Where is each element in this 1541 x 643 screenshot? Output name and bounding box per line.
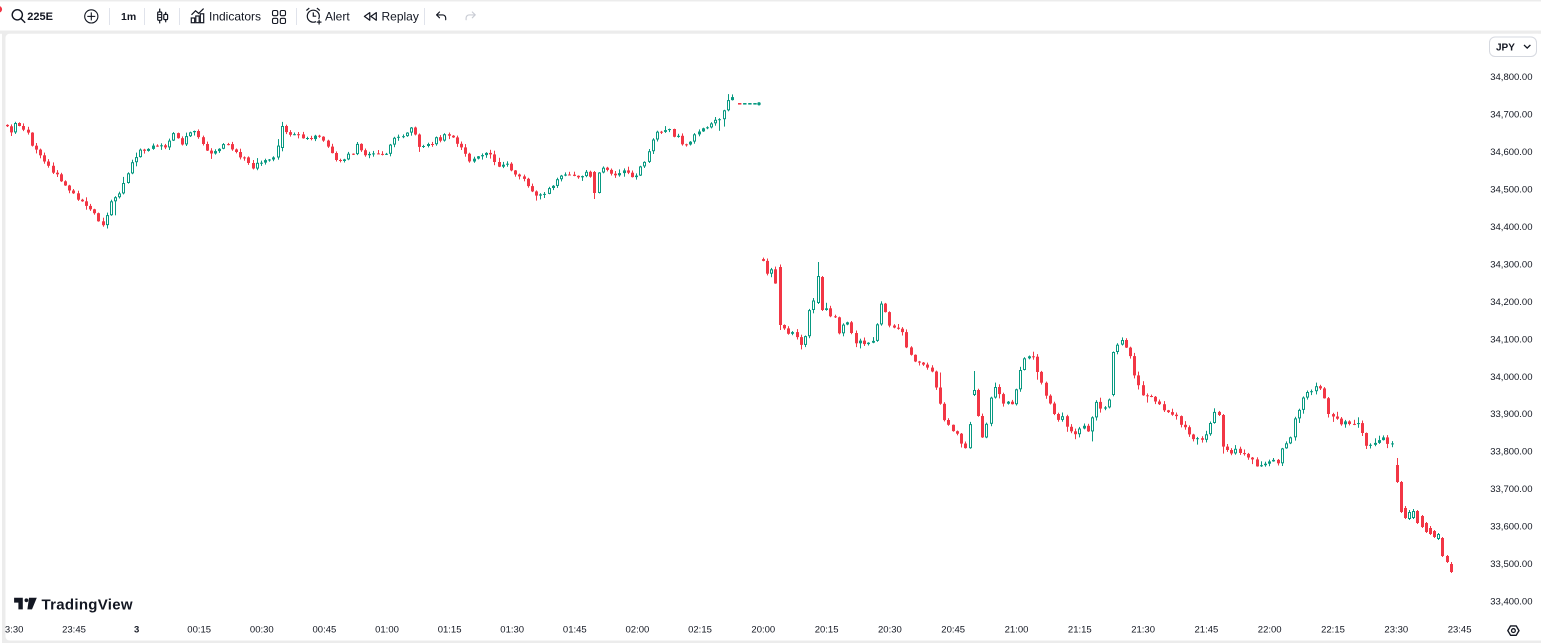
svg-text:34,100.00: 34,100.00 xyxy=(1490,334,1532,345)
svg-text:23:30: 23:30 xyxy=(1384,625,1408,636)
svg-text:33,800.00: 33,800.00 xyxy=(1490,447,1532,458)
svg-text:33,700.00: 33,700.00 xyxy=(1490,484,1532,495)
svg-text:34,500.00: 34,500.00 xyxy=(1490,185,1532,196)
svg-text:01:00: 01:00 xyxy=(375,625,399,636)
svg-text:21:00: 21:00 xyxy=(1005,625,1029,636)
svg-text:3: 3 xyxy=(134,625,139,636)
svg-text:20:00: 20:00 xyxy=(751,625,775,636)
svg-text:20:15: 20:15 xyxy=(815,625,839,636)
svg-text:33,400.00: 33,400.00 xyxy=(1490,597,1532,608)
svg-text:33,500.00: 33,500.00 xyxy=(1490,559,1532,570)
svg-text:TradingView: TradingView xyxy=(42,597,133,614)
svg-text:02:00: 02:00 xyxy=(626,625,650,636)
svg-text:21:30: 21:30 xyxy=(1131,625,1155,636)
svg-text:JPY: JPY xyxy=(1496,43,1515,54)
svg-text:34,600.00: 34,600.00 xyxy=(1490,147,1532,158)
svg-text:22:00: 22:00 xyxy=(1258,625,1282,636)
svg-text:34,800.00: 34,800.00 xyxy=(1490,72,1532,83)
svg-text:34,700.00: 34,700.00 xyxy=(1490,110,1532,121)
svg-text:20:45: 20:45 xyxy=(941,625,965,636)
svg-text:00:45: 00:45 xyxy=(313,625,337,636)
svg-text:01:15: 01:15 xyxy=(438,625,462,636)
svg-text:34,200.00: 34,200.00 xyxy=(1490,297,1532,308)
svg-text:23:45: 23:45 xyxy=(62,625,86,636)
svg-text:Indicators: Indicators xyxy=(209,9,261,23)
svg-text:225E: 225E xyxy=(27,11,53,23)
svg-text:33,900.00: 33,900.00 xyxy=(1490,409,1532,420)
svg-text:1m: 1m xyxy=(121,11,136,23)
svg-text:34,000.00: 34,000.00 xyxy=(1490,372,1532,383)
svg-text:02:15: 02:15 xyxy=(688,625,712,636)
svg-text:Alert: Alert xyxy=(325,9,350,23)
svg-text:33,600.00: 33,600.00 xyxy=(1490,522,1532,533)
svg-text:01:30: 01:30 xyxy=(500,625,524,636)
svg-text:23:45: 23:45 xyxy=(1448,625,1472,636)
svg-text:23:30: 23:30 xyxy=(0,625,23,636)
svg-text:Replay: Replay xyxy=(382,9,419,23)
svg-text:21:15: 21:15 xyxy=(1068,625,1092,636)
svg-text:34,300.00: 34,300.00 xyxy=(1490,259,1532,270)
svg-text:01:45: 01:45 xyxy=(563,625,587,636)
svg-text:00:30: 00:30 xyxy=(250,625,274,636)
svg-text:00:15: 00:15 xyxy=(187,625,211,636)
svg-text:21:45: 21:45 xyxy=(1195,625,1219,636)
svg-text:34,400.00: 34,400.00 xyxy=(1490,222,1532,233)
svg-text:22:15: 22:15 xyxy=(1321,625,1345,636)
svg-text:20:30: 20:30 xyxy=(878,625,902,636)
